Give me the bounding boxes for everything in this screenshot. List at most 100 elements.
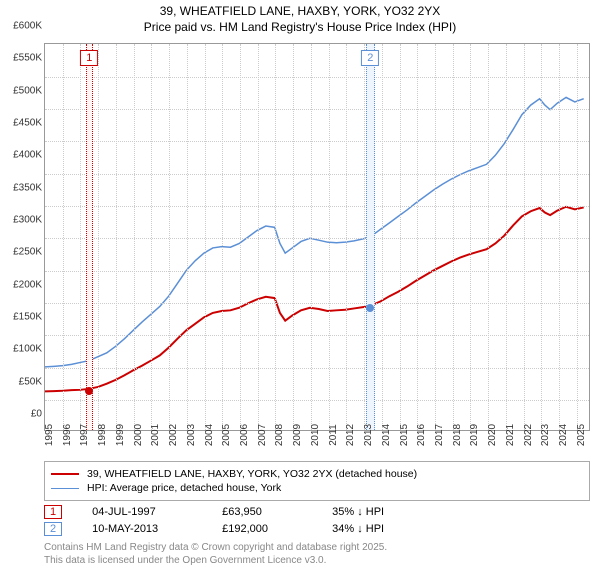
gridline-horizontal [45, 206, 589, 207]
attribution-line: This data is licensed under the Open Gov… [44, 555, 590, 567]
gridline-vertical [151, 44, 152, 430]
gridline-horizontal [45, 141, 589, 142]
gridline-vertical [258, 44, 259, 430]
sale-price: £192,000 [222, 523, 302, 535]
x-tick-label: 2018 [452, 424, 463, 446]
x-tick-label: 2002 [168, 424, 179, 446]
y-tick-label: £300K [13, 215, 42, 226]
x-tick-label: 2013 [363, 424, 374, 446]
gridline-vertical [435, 44, 436, 430]
y-tick-label: £200K [13, 279, 42, 290]
x-tick-label: 2022 [523, 424, 534, 446]
gridline-vertical [98, 44, 99, 430]
y-tick-label: £500K [13, 85, 42, 96]
legend-swatch [51, 488, 79, 489]
sale-price: £63,950 [222, 506, 302, 518]
gridline-vertical [293, 44, 294, 430]
gridline-vertical [63, 44, 64, 430]
y-tick-label: £600K [13, 21, 42, 32]
y-tick-label: £0 [31, 409, 42, 420]
x-tick-label: 2017 [434, 424, 445, 446]
gridline-horizontal [45, 335, 589, 336]
gridline-vertical [470, 44, 471, 430]
gridline-vertical [577, 44, 578, 430]
x-tick-label: 2016 [416, 424, 427, 446]
gridline-vertical [400, 44, 401, 430]
gridline-vertical [559, 44, 560, 430]
gridline-vertical [80, 44, 81, 430]
x-tick-label: 2011 [328, 424, 339, 446]
series-line [45, 207, 584, 392]
x-tick-label: 2009 [292, 424, 303, 446]
sales-table: 1 04-JUL-1997 £63,950 35% ↓ HPI 2 10-MAY… [44, 505, 590, 536]
gridline-horizontal [45, 368, 589, 369]
x-tick-label: 2021 [505, 424, 516, 446]
gridline-vertical [205, 44, 206, 430]
gridline-vertical [417, 44, 418, 430]
attribution-text: Contains HM Land Registry data © Crown c… [44, 542, 590, 567]
x-tick-label: 2001 [150, 424, 161, 446]
gridline-horizontal [45, 271, 589, 272]
x-tick-label: 2008 [274, 424, 285, 446]
x-axis: 1995199619971998199920002001200220032004… [44, 431, 590, 459]
x-tick-label: 2003 [186, 424, 197, 446]
sale-marker-badge: 2 [44, 522, 62, 536]
gridline-vertical [222, 44, 223, 430]
x-tick-label: 2014 [381, 424, 392, 446]
sales-row: 2 10-MAY-2013 £192,000 34% ↓ HPI [44, 522, 590, 536]
x-tick-label: 2020 [487, 424, 498, 446]
sale-marker-label: 1 [80, 50, 98, 66]
x-tick-label: 2007 [257, 424, 268, 446]
x-tick-label: 2023 [540, 424, 551, 446]
gridline-vertical [116, 44, 117, 430]
x-tick-label: 2025 [576, 424, 587, 446]
x-tick-label: 2004 [204, 424, 215, 446]
gridline-vertical [453, 44, 454, 430]
gridline-horizontal [45, 109, 589, 110]
legend-label: 39, WHEATFIELD LANE, HAXBY, YORK, YO32 2… [87, 468, 417, 480]
gridline-horizontal [45, 174, 589, 175]
series-line [45, 98, 584, 368]
sale-marker-badge: 1 [44, 505, 62, 519]
y-tick-label: £400K [13, 150, 42, 161]
sale-marker-band [86, 44, 93, 430]
legend-label: HPI: Average price, detached house, York [87, 482, 281, 494]
gridline-vertical [169, 44, 170, 430]
attribution-line: Contains HM Land Registry data © Crown c… [44, 542, 590, 555]
gridline-vertical [506, 44, 507, 430]
gridline-vertical [311, 44, 312, 430]
y-tick-label: £550K [13, 53, 42, 64]
chart-container: 39, WHEATFIELD LANE, HAXBY, YORK, YO32 2… [0, 0, 600, 560]
sale-marker-band [366, 44, 375, 430]
x-tick-label: 2024 [558, 424, 569, 446]
gridline-horizontal [45, 77, 589, 78]
sale-marker-point [85, 387, 93, 395]
legend-item: 39, WHEATFIELD LANE, HAXBY, YORK, YO32 2… [51, 468, 583, 480]
x-tick-label: 2006 [239, 424, 250, 446]
gridline-vertical [541, 44, 542, 430]
y-tick-label: £450K [13, 118, 42, 129]
gridline-vertical [275, 44, 276, 430]
sale-date: 04-JUL-1997 [92, 506, 192, 518]
x-tick-label: 2012 [345, 424, 356, 446]
sale-marker-label: 2 [361, 50, 379, 66]
gridline-vertical [240, 44, 241, 430]
gridline-horizontal [45, 400, 589, 401]
gridline-vertical [346, 44, 347, 430]
gridline-horizontal [45, 238, 589, 239]
title-line-1: 39, WHEATFIELD LANE, HAXBY, YORK, YO32 2… [0, 4, 600, 20]
title-line-2: Price paid vs. HM Land Registry's House … [0, 20, 600, 36]
sale-hpi-delta: 35% ↓ HPI [332, 506, 384, 518]
gridline-vertical [187, 44, 188, 430]
gridline-vertical [329, 44, 330, 430]
x-tick-label: 2005 [221, 424, 232, 446]
y-tick-label: £100K [13, 344, 42, 355]
x-tick-label: 2015 [399, 424, 410, 446]
x-tick-label: 2010 [310, 424, 321, 446]
x-tick-label: 1995 [44, 424, 55, 446]
x-tick-label: 1997 [79, 424, 90, 446]
legend: 39, WHEATFIELD LANE, HAXBY, YORK, YO32 2… [44, 461, 590, 501]
legend-item: HPI: Average price, detached house, York [51, 482, 583, 494]
legend-swatch [51, 473, 79, 475]
sale-marker-point [366, 304, 374, 312]
